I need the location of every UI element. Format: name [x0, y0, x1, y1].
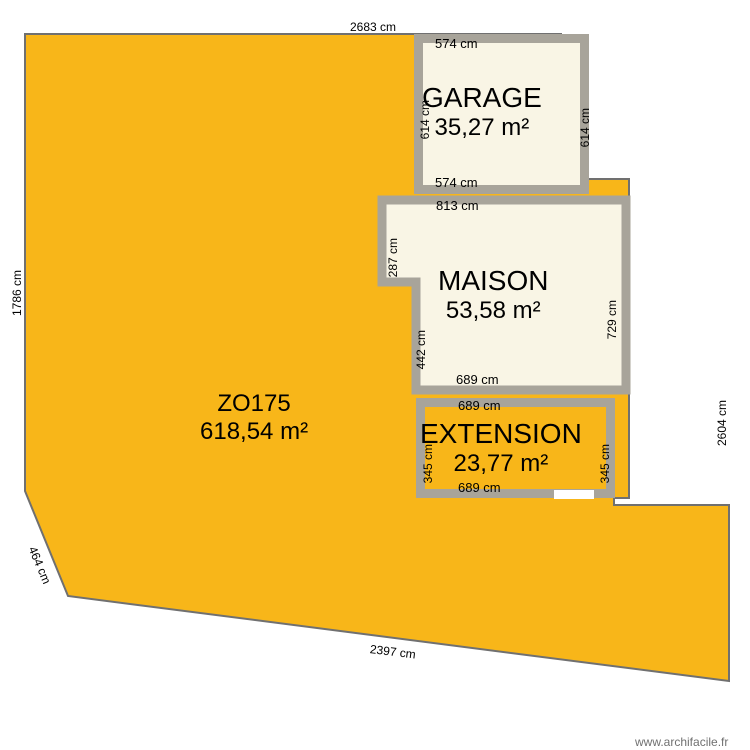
dim-maison-top: 813 cm	[436, 198, 479, 213]
dim-right-lot: 2604 cm	[715, 400, 729, 446]
dim-garage-bottom: 574 cm	[435, 175, 478, 190]
dim-garage-top: 574 cm	[435, 36, 478, 51]
dim-maison-left-bottom: 442 cm	[414, 330, 428, 369]
extension-title-text: EXTENSION	[420, 418, 582, 450]
lot-area-text: 618,54 m²	[200, 418, 308, 446]
extension-label: EXTENSION 23,77 m²	[420, 418, 582, 478]
garage-label: GARAGE 35,27 m²	[422, 82, 542, 142]
floorplan-canvas: ZO175 618,54 m² GARAGE 35,27 m² MAISON 5…	[0, 0, 750, 750]
dim-ext-left: 345 cm	[421, 444, 435, 483]
dim-top-lot: 2683 cm	[350, 20, 396, 34]
garage-title-text: GARAGE	[422, 82, 542, 114]
garage-area-text: 35,27 m²	[422, 114, 542, 142]
dim-ext-bottom: 689 cm	[458, 480, 501, 495]
lot-label: ZO175 618,54 m²	[200, 390, 308, 446]
maison-label: MAISON 53,58 m²	[438, 265, 548, 325]
lot-name-text: ZO175	[200, 390, 308, 418]
maison-area-text: 53,58 m²	[438, 297, 548, 325]
dim-garage-left: 614 cm	[418, 100, 432, 139]
door-opening	[554, 490, 594, 499]
dim-maison-right: 729 cm	[605, 300, 619, 339]
dim-ext-right: 345 cm	[598, 444, 612, 483]
dim-maison-bottom: 689 cm	[456, 372, 499, 387]
dim-garage-right: 614 cm	[578, 108, 592, 147]
extension-area-text: 23,77 m²	[420, 450, 582, 478]
dim-left-lot: 1786 cm	[10, 270, 24, 316]
dim-ext-top: 689 cm	[458, 398, 501, 413]
maison-title-text: MAISON	[438, 265, 548, 297]
room-maison	[0, 0, 750, 750]
watermark-text: www.archifacile.fr	[635, 735, 728, 749]
dim-maison-left-top: 287 cm	[386, 238, 400, 277]
